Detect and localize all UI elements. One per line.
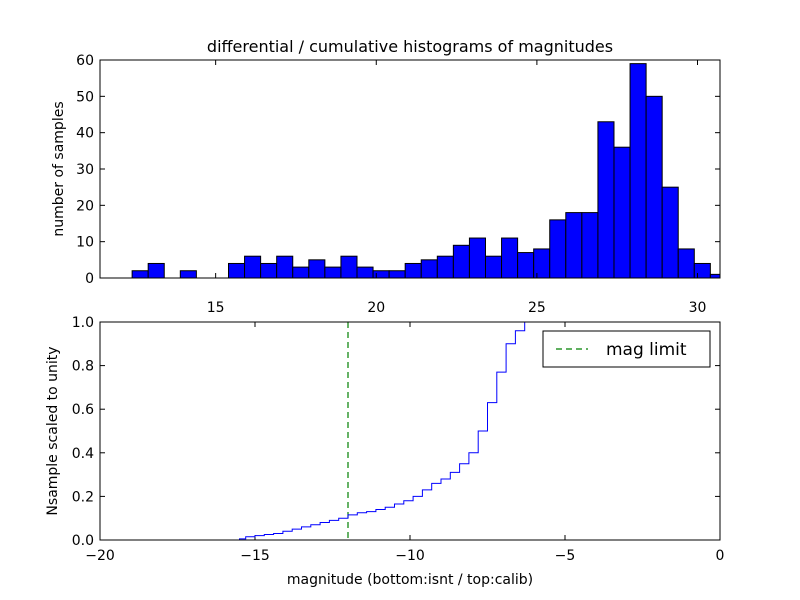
histogram-bar	[244, 255, 262, 279]
top-y-tick-label: 60	[76, 53, 94, 69]
bottom-x-tick-label: −20	[85, 548, 115, 564]
bottom-y-tick-label: 0.2	[72, 489, 94, 505]
histogram-bar	[452, 244, 470, 279]
histogram-bar	[693, 262, 711, 279]
histogram-bar	[260, 262, 278, 279]
cumulative-histogram-panel: −20 −15 −10 −5 0 0.0 0.2 0.4 0.6 0.8 1.0 Nsample s…	[45, 315, 724, 588]
histogram-bar	[565, 212, 583, 279]
top-y-tick-label: 30	[76, 162, 94, 178]
bottom-y-tick-label: 0.6	[72, 402, 94, 418]
histogram-bar	[484, 255, 503, 279]
top-plot-frame	[99, 59, 721, 279]
top-x-tick-label: 20	[367, 300, 385, 316]
histogram-bar	[613, 146, 631, 279]
chart-title: differential / cumulative histograms of …	[207, 37, 613, 56]
bottom-x-tick-label: −10	[395, 548, 425, 564]
histogram-bar	[356, 266, 374, 279]
bottom-x-tick-label: −15	[240, 548, 270, 564]
histogram-bar	[645, 95, 663, 279]
histogram-bar	[709, 273, 721, 279]
legend: mag limit	[542, 330, 711, 368]
histogram-bar	[629, 63, 647, 279]
histogram-bar	[324, 266, 342, 279]
top-x-tick-label: 15	[207, 300, 225, 316]
histogram-bar	[308, 259, 326, 279]
top-y-tick-label: 10	[76, 235, 94, 251]
top-x-tick-label: 30	[689, 300, 707, 316]
bottom-y-tick-label: 0.0	[72, 533, 94, 549]
histogram-bar	[533, 248, 551, 279]
histogram-bar	[388, 270, 406, 279]
histogram-bar	[147, 262, 165, 279]
bottom-x-tick-label: −5	[555, 548, 576, 564]
top-y-axis-label: number of samples	[51, 101, 67, 236]
bottom-x-tick-label: 0	[716, 548, 725, 564]
histogram-bar	[517, 252, 535, 279]
bottom-y-tick-label: 0.4	[72, 446, 94, 462]
histogram-bar	[420, 259, 438, 279]
top-y-tick-label: 50	[76, 89, 94, 105]
bottom-y-tick-label: 1.0	[72, 315, 94, 331]
x-axis-label: magnitude (bottom:isnt / top:calib)	[287, 572, 533, 588]
histogram-bar	[549, 219, 567, 279]
histogram-bar	[404, 262, 422, 279]
histogram-bar	[131, 270, 149, 279]
top-axis-ticks: 15 20 25 30 0 10 20 30 40 50 60	[76, 53, 720, 316]
histogram-bar	[597, 121, 615, 279]
legend-label-mag-limit: mag limit	[606, 340, 687, 360]
bottom-y-tick-label: 0.8	[72, 359, 94, 375]
bottom-y-axis-label: Nsample scaled to unity	[45, 346, 61, 515]
histogram-bar	[677, 248, 695, 279]
histogram-bar	[372, 270, 390, 279]
cumulative-line	[100, 321, 720, 541]
differential-histogram-panel: differential / cumulative histograms of …	[51, 37, 721, 316]
top-y-tick-label: 20	[76, 198, 94, 214]
top-y-tick-label: 0	[85, 271, 94, 287]
top-x-tick-label: 25	[528, 300, 546, 316]
top-y-tick-label: 40	[76, 126, 94, 142]
histogram-bar	[340, 255, 358, 279]
histogram-bar	[179, 270, 197, 279]
histogram-bar	[661, 186, 679, 279]
bottom-plot-frame	[99, 321, 721, 541]
histogram-bar	[468, 237, 486, 279]
histogram-bar	[276, 255, 294, 279]
histogram-bar	[436, 255, 454, 279]
histogram-bar	[581, 212, 599, 279]
histogram-bar	[227, 262, 246, 279]
histogram-bar	[292, 266, 310, 279]
histogram-bar	[501, 237, 519, 279]
